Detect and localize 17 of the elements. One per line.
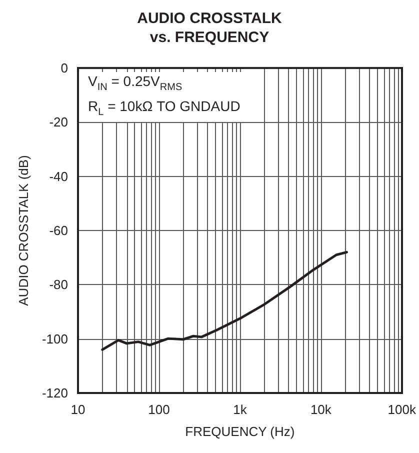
y-tick-label: -60 xyxy=(49,223,68,238)
x-tick-label: 100 xyxy=(148,402,170,417)
y-tick-label: -120 xyxy=(42,386,68,400)
x-tick-label: 10k xyxy=(310,402,332,417)
x-tick-label: 100k xyxy=(388,402,416,417)
y-tick-label: -20 xyxy=(49,114,68,130)
x-axis-title: FREQUENCY (Hz) xyxy=(185,424,295,439)
x-tick-label: 1k xyxy=(233,402,248,417)
y-tick-label: -80 xyxy=(49,277,68,292)
y-axis-title: AUDIO CROSSTALK (dB) xyxy=(16,155,31,306)
annotation: R$_{L}$ = 10kΩ TO GNDAUD xyxy=(88,98,240,118)
y-tick-label: 0 xyxy=(60,60,68,76)
chart-title: AUDIO CROSSTALK vs. FREQUENCY xyxy=(137,10,282,46)
y-tick-label: -100 xyxy=(42,331,68,346)
y-tick-label: -40 xyxy=(49,168,68,184)
annotation: V$_{IN}$ = 0.25V$_{RMS}$ xyxy=(88,73,182,93)
x-tick-label: 10 xyxy=(70,402,86,417)
